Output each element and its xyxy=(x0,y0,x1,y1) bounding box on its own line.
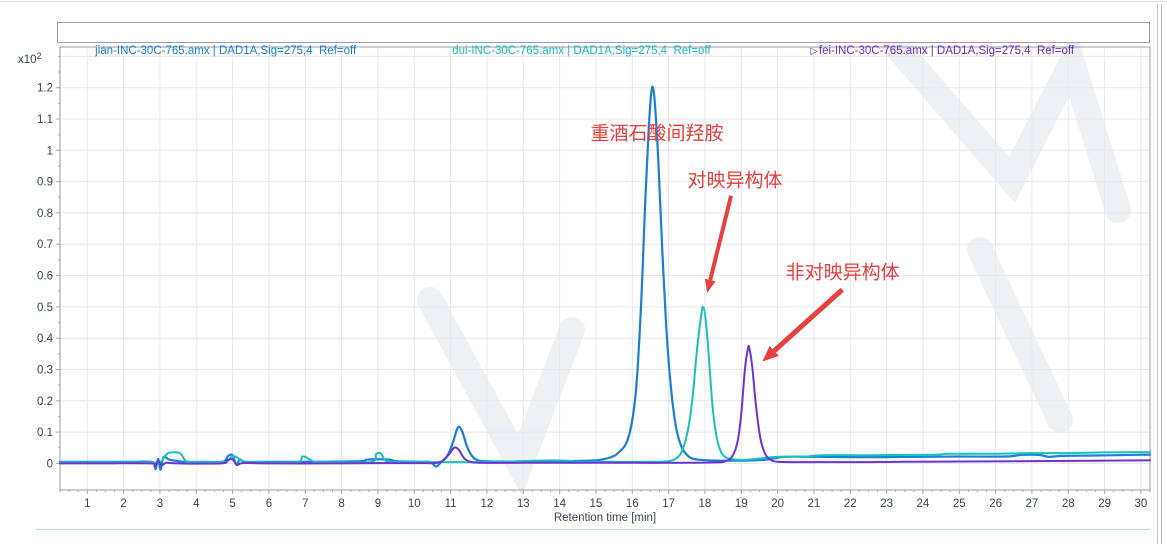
svg-text:10: 10 xyxy=(408,498,421,510)
svg-text:7: 7 xyxy=(302,498,308,510)
svg-text:2: 2 xyxy=(120,498,126,510)
svg-text:3: 3 xyxy=(157,498,163,510)
legend-label: fei-INC-30C-765.amx | DAD1A,Sig=275,4 Re… xyxy=(818,45,1075,57)
svg-text:17: 17 xyxy=(662,498,675,510)
window-top-border xyxy=(0,1,1167,2)
svg-text:18: 18 xyxy=(699,498,712,510)
svg-text:0.3: 0.3 xyxy=(37,365,53,377)
trace-fei xyxy=(59,344,1151,468)
svg-text:4: 4 xyxy=(193,498,200,510)
trace-dui xyxy=(59,305,1151,464)
svg-text:0.2: 0.2 xyxy=(37,396,53,408)
legend-item-jian[interactable]: jian-INC-30C-765.amx | DAD1A,Sig=275,4 R… xyxy=(76,23,356,57)
svg-text:11: 11 xyxy=(445,498,457,510)
annotation-label: 对映异构体 xyxy=(688,169,783,191)
window-bottom-separator xyxy=(36,529,1150,530)
svg-text:1: 1 xyxy=(84,498,90,510)
svg-text:19: 19 xyxy=(735,498,748,510)
y-axis: 0 0.1 0.2 0.3 0.4 0.5 0.6 0.7 0.8 0.9 1 1.1 1.2 x102 xyxy=(18,51,60,470)
x-axis: 1 2 3 4 5 6 7 8 9 10 11 12 13 14 15 16 17 18 19 20 21 22 23 24 2… xyxy=(59,490,1151,524)
current-trace-marker-icon: ▷ xyxy=(810,46,818,57)
svg-text:28: 28 xyxy=(1062,498,1075,510)
svg-text:0.8: 0.8 xyxy=(37,208,53,220)
legend-bar: jian-INC-30C-765.amx | DAD1A,Sig=275,4 R… xyxy=(57,22,1150,57)
svg-text:26: 26 xyxy=(989,498,1002,510)
svg-text:16: 16 xyxy=(626,498,639,510)
svg-text:1.1: 1.1 xyxy=(37,114,53,126)
svg-text:0.7: 0.7 xyxy=(37,239,53,251)
svg-text:6: 6 xyxy=(266,498,272,510)
x-axis-title: Retention time [min] xyxy=(554,512,656,524)
svg-text:0.1: 0.1 xyxy=(37,427,53,439)
svg-text:0.4: 0.4 xyxy=(37,333,54,345)
svg-text:15: 15 xyxy=(590,498,603,510)
svg-text:1.2: 1.2 xyxy=(37,83,53,95)
annotation-label: 重酒石酸间羟胺 xyxy=(591,122,724,144)
svg-text:29: 29 xyxy=(1098,498,1111,510)
svg-text:24: 24 xyxy=(917,498,930,510)
svg-text:13: 13 xyxy=(517,498,530,510)
window-right-border xyxy=(1161,4,1162,544)
svg-text:0: 0 xyxy=(47,458,53,470)
annotation-arrow xyxy=(708,195,734,281)
svg-text:9: 9 xyxy=(375,498,381,510)
svg-text:20: 20 xyxy=(771,498,784,510)
svg-text:27: 27 xyxy=(1026,498,1039,510)
legend-item-dui[interactable]: dui-INC-30C-765.amx | DAD1A,Sig=275,4 Re… xyxy=(433,23,710,57)
annotation-arrowhead xyxy=(704,278,716,293)
svg-text:12: 12 xyxy=(481,498,494,510)
plot-frame xyxy=(59,46,1151,491)
svg-text:14: 14 xyxy=(553,498,566,510)
svg-text:0.5: 0.5 xyxy=(37,302,53,314)
svg-text:21: 21 xyxy=(808,498,821,510)
legend-label: jian-INC-30C-765.amx | DAD1A,Sig=275,4 R… xyxy=(95,45,357,57)
svg-text:25: 25 xyxy=(953,498,966,510)
svg-text:22: 22 xyxy=(844,498,857,510)
svg-text:8: 8 xyxy=(338,498,344,510)
svg-text:1: 1 xyxy=(47,145,53,157)
annotation-arrow xyxy=(772,287,844,353)
grid xyxy=(60,47,1150,490)
window-right-border-inner xyxy=(1157,4,1158,544)
svg-text:23: 23 xyxy=(880,498,893,510)
svg-text:0.6: 0.6 xyxy=(37,271,53,283)
svg-text:5: 5 xyxy=(229,498,235,510)
legend-item-fei[interactable]: ▷fei-INC-30C-765.amx | DAD1A,Sig=275,4 R… xyxy=(791,23,1074,57)
y-axis-multiplier: x102 xyxy=(18,51,42,66)
svg-text:0.9: 0.9 xyxy=(37,177,53,189)
legend-label: dui-INC-30C-765.amx | DAD1A,Sig=275,4 Re… xyxy=(452,45,711,57)
svg-text:30: 30 xyxy=(1135,498,1148,510)
annotation-arrowhead xyxy=(762,345,779,362)
annotation-label: 非对映异构体 xyxy=(786,262,900,284)
